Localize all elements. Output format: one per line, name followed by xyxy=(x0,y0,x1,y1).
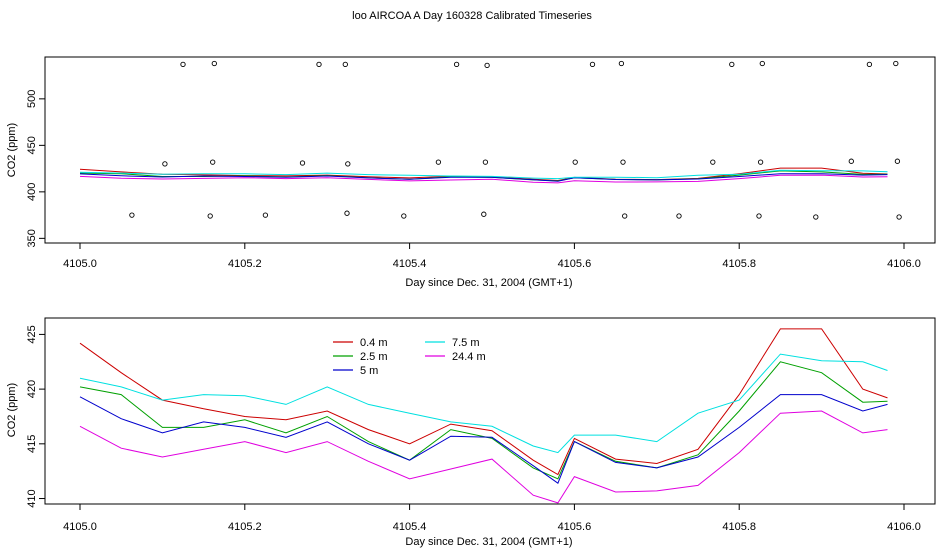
raw-point xyxy=(453,61,460,68)
top-y-tick-label: 500 xyxy=(26,90,38,108)
bottom-x-tick-label: 4105.6 xyxy=(558,521,592,533)
bottom-x-tick-label: 4105.0 xyxy=(63,521,97,533)
raw-point xyxy=(620,159,626,165)
bottom-y-axis-label: CO2 (ppm) xyxy=(6,383,18,437)
series-line-7-5-mm xyxy=(79,353,888,454)
raw-point xyxy=(759,60,765,67)
raw-point xyxy=(299,160,306,166)
raw-point xyxy=(481,211,487,217)
raw-point xyxy=(211,60,217,67)
raw-point xyxy=(482,159,489,165)
top-y-axis: 350 400 450 500 xyxy=(26,90,45,248)
top-series-line-3 xyxy=(79,169,888,180)
raw-point xyxy=(344,210,350,216)
bottom-y-tick-label: 410 xyxy=(26,489,38,507)
legend-label: 5 m xyxy=(360,365,378,377)
top-series-line-4 xyxy=(79,174,888,184)
raw-point xyxy=(893,60,899,67)
series-line-0-4-mm xyxy=(79,328,888,476)
series-line-2-5-mm xyxy=(79,361,888,480)
raw-point xyxy=(342,61,348,68)
top-x-tick-label: 4105.6 xyxy=(558,258,592,270)
raw-point xyxy=(162,161,168,167)
legend-label: 7.5 m xyxy=(452,337,480,349)
bottom-y-tick-label: 425 xyxy=(26,325,38,343)
raw-point xyxy=(207,213,213,219)
raw-point xyxy=(710,159,716,165)
bottom-panel-frame xyxy=(44,317,936,505)
bottom-x-tick-label: 4106.0 xyxy=(887,521,921,533)
top-panel-frame xyxy=(44,56,936,244)
bottom-x-tick-label: 4105.4 xyxy=(393,521,427,533)
raw-point xyxy=(729,61,735,68)
raw-point xyxy=(622,213,628,219)
raw-point xyxy=(676,213,682,219)
raw-point xyxy=(180,61,186,68)
series-line-5-mm xyxy=(79,394,888,484)
raw-point xyxy=(316,61,322,68)
bottom-x-axis: 4105.0 4105.2 4105.4 4105.6 4105.8 4106.0 xyxy=(63,504,921,533)
raw-point xyxy=(756,213,762,219)
bottom-y-tick-label: 415 xyxy=(26,435,38,453)
raw-point xyxy=(618,60,625,67)
top-x-axis-label: Day since Dec. 31, 2004 (GMT+1) xyxy=(405,277,572,289)
bottom-panel: 4105.0 4105.2 4105.4 4105.6 4105.8 4106.0 410… xyxy=(6,317,936,548)
top-panel: 4105.0 4105.2 4105.4 4105.6 4105.8 4106.0 350… xyxy=(6,56,936,289)
bottom-y-axis: 410 415 420 425 xyxy=(26,325,45,508)
legend: 0.4 m 2.5 m 5 m 7.5 m 24.4 m xyxy=(333,337,486,377)
top-x-tick-label: 4105.2 xyxy=(228,258,262,270)
legend-label: 0.4 m xyxy=(360,337,388,349)
raw-point xyxy=(129,212,135,218)
top-x-tick-label: 4105.4 xyxy=(393,258,427,270)
bottom-y-tick-label: 420 xyxy=(26,380,38,398)
raw-point xyxy=(345,161,351,167)
top-raw-points xyxy=(129,60,902,220)
raw-point xyxy=(262,212,269,218)
raw-point xyxy=(866,61,873,68)
top-x-axis: 4105.0 4105.2 4105.4 4105.6 4105.8 4106.0 xyxy=(63,243,921,270)
top-y-tick-label: 350 xyxy=(26,229,38,247)
raw-point xyxy=(894,158,901,164)
bottom-x-tick-label: 4105.2 xyxy=(228,521,262,533)
raw-point xyxy=(401,213,407,219)
raw-point xyxy=(484,62,490,69)
top-series-line-2 xyxy=(79,173,888,182)
bottom-x-tick-label: 4105.8 xyxy=(722,521,756,533)
raw-point xyxy=(848,158,854,164)
legend-label: 2.5 m xyxy=(360,351,388,363)
raw-point xyxy=(210,159,216,165)
top-y-tick-label: 450 xyxy=(26,136,38,154)
top-x-tick-label: 4105.0 xyxy=(63,258,97,270)
raw-point xyxy=(757,159,764,165)
raw-point xyxy=(813,214,819,220)
bottom-series-lines xyxy=(79,328,888,504)
raw-point xyxy=(572,159,578,165)
bottom-x-axis-label: Day since Dec. 31, 2004 (GMT+1) xyxy=(405,536,572,548)
legend-label: 24.4 m xyxy=(452,351,486,363)
top-y-tick-label: 400 xyxy=(26,183,38,201)
figure-title: loo AIRCOA A Day 160328 Calibrated Times… xyxy=(352,10,592,22)
raw-point xyxy=(435,159,442,165)
top-x-tick-label: 4106.0 xyxy=(887,258,921,270)
top-x-tick-label: 4105.8 xyxy=(722,258,756,270)
top-series-lines xyxy=(79,167,888,184)
raw-point xyxy=(589,61,596,68)
top-y-axis-label: CO2 (ppm) xyxy=(6,123,18,177)
raw-point xyxy=(896,214,902,220)
series-line-24-4-mm xyxy=(79,410,888,504)
